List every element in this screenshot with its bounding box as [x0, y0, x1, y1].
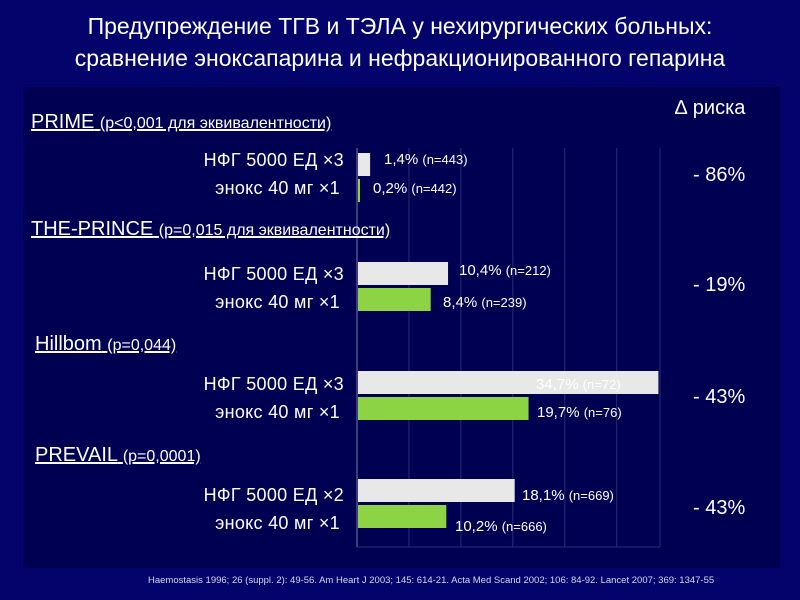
- delta-risk-the-prince: - 19%: [693, 274, 746, 296]
- ufh-bar: [358, 262, 449, 285]
- ufh-value-label: 18,1% (n=669): [522, 487, 614, 504]
- ufh-value-label: 1,4% (n=443): [384, 151, 468, 168]
- enox-dose-label: энокс 40 мг ×1: [215, 292, 340, 312]
- enox-bar: [358, 505, 447, 528]
- ufh-value-label: 10,4% (n=212): [459, 262, 551, 279]
- delta-risk-header: ∆ риска: [675, 97, 746, 119]
- delta-risk-prevail: - 43%: [693, 497, 746, 519]
- study-name: PRIME: [31, 111, 95, 133]
- enox-value-label: 0,2% (n=442): [373, 180, 457, 197]
- ufh-dose-label: НФГ 5000 ЕД ×2: [203, 485, 344, 505]
- ufh-value-label: 34,7% (n=72): [536, 376, 621, 393]
- study-p-value: (p=0,015 для эквивалентности): [158, 222, 391, 239]
- study-p-value: (p<0,001 для эквивалентности): [99, 115, 332, 132]
- slide-title-line-1: Предупреждение ТГВ и ТЭЛА у нехирургичес…: [87, 13, 713, 39]
- study-title-prevail: PREVAIL (p=0,0001): [35, 444, 201, 467]
- enox-bar: [358, 288, 431, 311]
- study-p-value: (p=0,044): [107, 337, 177, 354]
- enox-dose-label: энокс 40 мг ×1: [215, 402, 340, 422]
- study-title-hillbom: Hillbom (p=0,044): [35, 333, 176, 356]
- ufh-bar: [358, 153, 371, 176]
- slide-title-line-2: сравнение эноксапарина и нефракционирова…: [74, 45, 726, 71]
- study-name: PREVAIL: [35, 444, 118, 466]
- study-p-value: (p=0,0001): [122, 448, 201, 465]
- delta-risk-prime: - 86%: [693, 164, 746, 186]
- enox-dose-label: энокс 40 мг ×1: [215, 513, 340, 533]
- study-name: Hillbom: [35, 333, 102, 355]
- ufh-bar: [358, 479, 515, 502]
- enox-value-label: 8,4% (n=239): [443, 294, 527, 311]
- study-title-the-prince: THE-PRINCE (p=0,015 для эквивалентности): [31, 218, 390, 241]
- enox-bar: [358, 397, 529, 420]
- enox-dose-label: энокс 40 мг ×1: [215, 178, 340, 198]
- enox-value-label: 19,7% (n=76): [537, 404, 622, 421]
- ufh-bar: [358, 371, 659, 394]
- enox-value-label: 10,2% (n=666): [455, 518, 547, 535]
- enox-bar: [358, 179, 360, 202]
- references: Haemostasis 1996; 26 (suppl. 2): 49-56. …: [148, 575, 715, 586]
- ufh-dose-label: НФГ 5000 ЕД ×3: [203, 150, 344, 170]
- delta-risk-hillbom: - 43%: [693, 386, 746, 408]
- study-name: THE-PRINCE: [31, 218, 154, 240]
- ufh-dose-label: НФГ 5000 ЕД ×3: [203, 374, 344, 394]
- ufh-dose-label: НФГ 5000 ЕД ×3: [203, 264, 344, 284]
- study-title-prime: PRIME (p<0,001 для эквивалентности): [31, 111, 331, 134]
